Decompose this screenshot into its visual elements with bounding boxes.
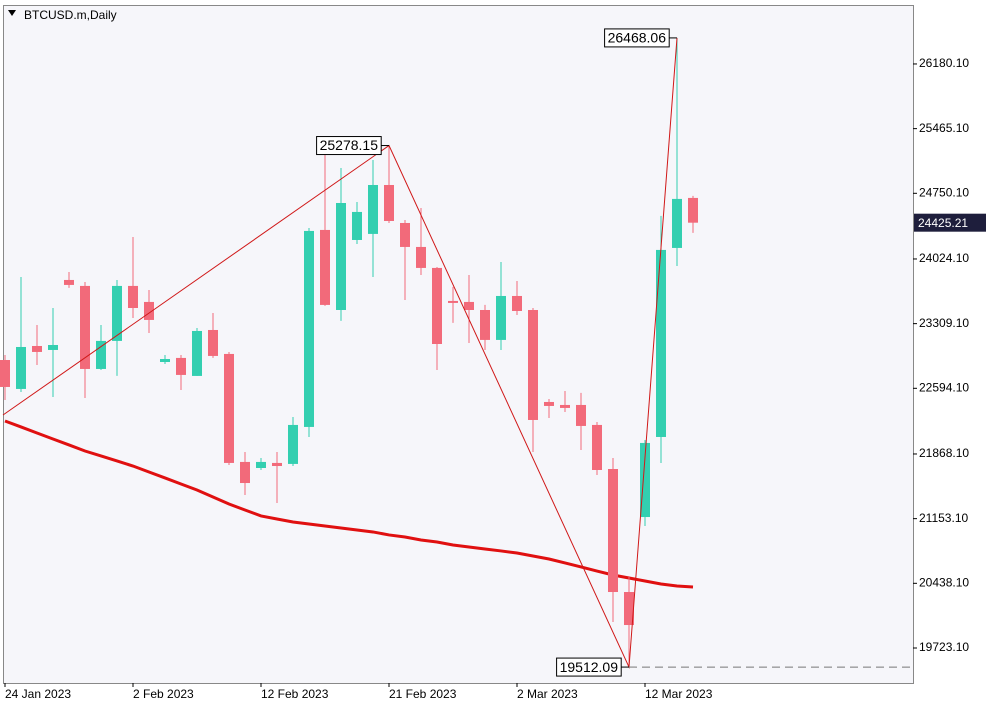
candle-body: [176, 357, 186, 375]
candle-body: [256, 461, 266, 469]
candle-body: [640, 442, 650, 518]
x-tick-label: 12 Mar 2023: [645, 687, 713, 701]
extreme-label: 25278.15: [320, 137, 379, 153]
candle-body: [96, 340, 106, 369]
candle-body: [288, 424, 298, 464]
candle-body: [400, 222, 410, 247]
moving-average: [4, 419, 694, 589]
candle-body: [688, 197, 698, 223]
y-tick-label: 23309.10: [919, 316, 969, 330]
candle-body: [16, 346, 26, 389]
candle-body: [272, 462, 282, 467]
y-tick-label: 22594.10: [919, 380, 969, 394]
candle-body: [144, 301, 154, 320]
candle-body: [608, 468, 618, 593]
candle-body: [496, 295, 506, 340]
candle-body: [240, 461, 250, 484]
current-price-label: 24425.21: [918, 216, 968, 230]
zigzag-line: [2, 37, 678, 670]
candle-body: [464, 301, 474, 310]
candle-body: [416, 246, 426, 268]
extreme-label: 26468.06: [608, 30, 667, 46]
candle-body: [624, 592, 634, 626]
candle-body: [512, 295, 522, 311]
candle-body: [80, 285, 90, 369]
candle-body: [528, 309, 538, 420]
y-tick-label: 21868.10: [919, 446, 969, 460]
candle-body: [656, 249, 666, 437]
y-tick-label: 20438.10: [919, 575, 969, 589]
candle-body: [448, 300, 458, 303]
y-tick-label: 19723.10: [919, 640, 969, 654]
extreme-label: 19512.09: [560, 659, 619, 675]
chart-title: BTCUSD.m,Daily: [24, 8, 117, 22]
y-tick-label: 21153.10: [919, 511, 968, 525]
y-tick-label: 26180.10: [919, 56, 969, 70]
candle-body: [384, 184, 394, 221]
candle-body: [576, 404, 586, 426]
candle-body: [560, 404, 570, 408]
candle-body: [480, 309, 490, 340]
candle-body: [320, 229, 330, 305]
candle-body: [432, 267, 442, 344]
candle-body: [672, 198, 682, 248]
x-tick-label: 12 Feb 2023: [261, 687, 329, 701]
candle-body: [64, 279, 74, 285]
candle-body: [48, 344, 58, 350]
x-tick-label: 2 Mar 2023: [517, 687, 578, 701]
menu-triangle[interactable]: [8, 10, 16, 16]
candle-body: [208, 329, 218, 356]
plot-area: [3, 5, 914, 684]
candle-body: [192, 330, 202, 376]
x-tick-label: 2 Feb 2023: [133, 687, 194, 701]
candle-body: [160, 359, 170, 362]
candle-body: [224, 353, 234, 463]
candle-body: [352, 211, 362, 240]
y-tick-label: 24750.10: [919, 185, 969, 199]
candle-body: [592, 424, 602, 470]
x-tick-label: 21 Feb 2023: [389, 687, 457, 701]
candle-body: [112, 285, 122, 341]
candle-body: [128, 285, 138, 309]
candle-body: [304, 230, 314, 427]
y-tick-label: 24024.10: [919, 251, 969, 265]
candle-body: [544, 401, 554, 406]
candle-body: [32, 345, 42, 352]
current-price-box: [914, 213, 986, 232]
x-tick-label: 24 Jan 2023: [5, 687, 71, 701]
candle-body: [368, 184, 378, 234]
candle-body: [336, 202, 346, 310]
y-tick-label: 25465.10: [919, 121, 969, 135]
candle-body: [0, 360, 10, 387]
